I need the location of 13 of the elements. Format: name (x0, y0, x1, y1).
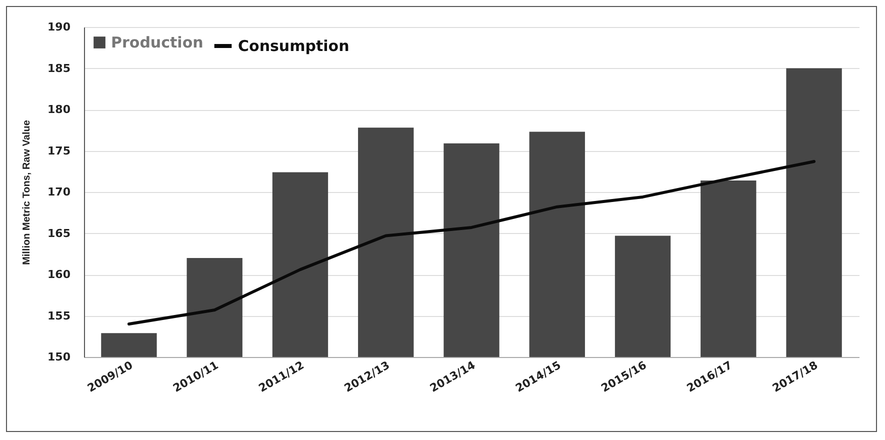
legend-label: Production (111, 34, 204, 52)
y-tick-label: 170 (48, 186, 71, 198)
y-tick-label: 155 (48, 309, 70, 322)
legend-label: Consumption (238, 37, 350, 55)
line-series (127, 160, 816, 326)
y-tick-label: 180 (48, 103, 71, 116)
y-tick-label: 165 (48, 226, 70, 240)
y-axis-title: Million Metric Tons, Raw Value (22, 120, 33, 265)
y-tick-label: 185 (48, 62, 70, 75)
y-tick-label: 190 (48, 20, 71, 34)
y-tick-label: 150 (48, 350, 71, 364)
y-tick-label: 160 (48, 268, 71, 281)
y-tick-label: 175 (48, 144, 70, 158)
